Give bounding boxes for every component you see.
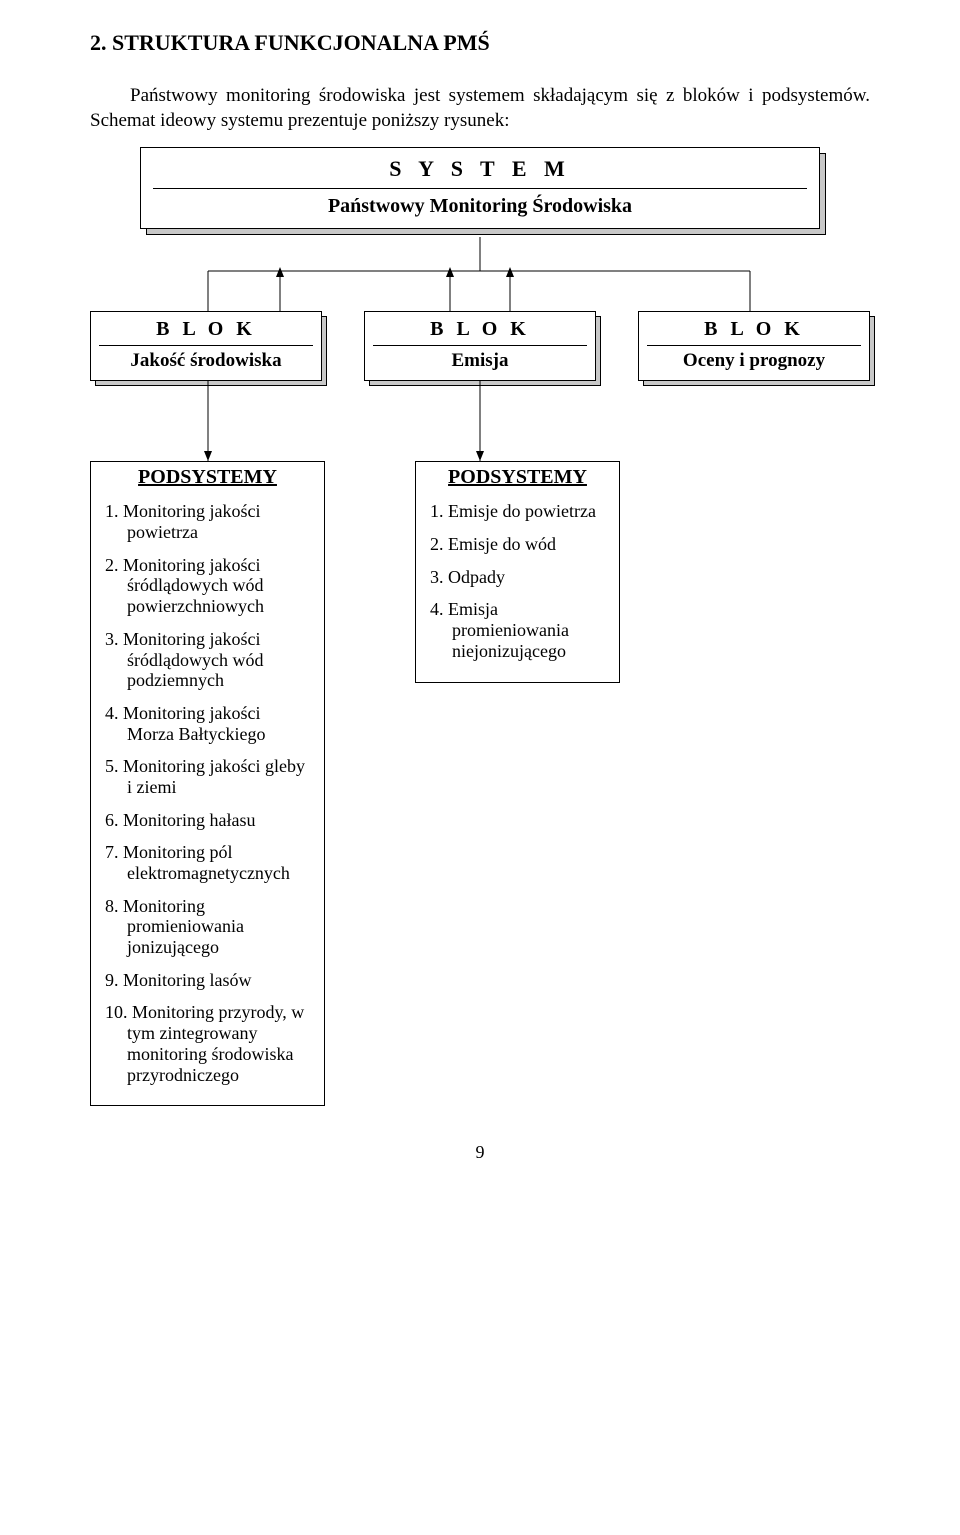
pod-left-title: PODSYSTEMY xyxy=(101,466,314,489)
podsystemy-right: PODSYSTEMY 1. Emisje do powietrza 2. Emi… xyxy=(415,461,620,682)
blok-subtitle: Emisja xyxy=(373,350,587,372)
intro-text: Państwowy monitoring środowiska jest sys… xyxy=(90,84,870,133)
list-item: 1. Monitoring jakości powietrza xyxy=(105,501,310,542)
page-heading: 2. STRUKTURA FUNKCJONALNA PMŚ xyxy=(90,30,870,56)
intro-paragraph: Państwowy monitoring środowiska jest sys… xyxy=(90,84,870,133)
pod-right-title: PODSYSTEMY xyxy=(426,466,609,489)
list-item: 9. Monitoring lasów xyxy=(105,970,310,991)
page-number: 9 xyxy=(90,1142,870,1163)
podsystemy-left: PODSYSTEMY 1. Monitoring jakości powietr… xyxy=(90,461,325,1106)
list-item: 2. Monitoring jakości śródlądowych wód p… xyxy=(105,555,310,617)
podsystemy-row: PODSYSTEMY 1. Monitoring jakości powietr… xyxy=(90,461,870,1106)
list-item: 6. Monitoring hałasu xyxy=(105,810,310,831)
blok-subtitle: Jakość środowiska xyxy=(99,350,313,372)
list-item: 4. Monitoring jakości Morza Bałtyckiego xyxy=(105,703,310,744)
blok-title: B L O K xyxy=(99,318,313,346)
diagram: S Y S T E M Państwowy Monitoring Środowi… xyxy=(90,147,870,1106)
list-item: 3. Odpady xyxy=(430,567,605,588)
system-title: S Y S T E M xyxy=(153,156,807,189)
blok-jakosc: B L O K Jakość środowiska xyxy=(90,311,322,381)
list-item: 7. Monitoring pól elektromagnetycznych xyxy=(105,842,310,883)
list-item: 10. Monitoring przyrody, w tym zintegrow… xyxy=(105,1002,310,1085)
blok-emisja: B L O K Emisja xyxy=(364,311,596,381)
system-subtitle: Państwowy Monitoring Środowiska xyxy=(153,195,807,218)
blok-title: B L O K xyxy=(647,318,861,346)
pod-left-list: 1. Monitoring jakości powietrza 2. Monit… xyxy=(91,501,324,1085)
blok-title: B L O K xyxy=(373,318,587,346)
blok-to-pod-connectors xyxy=(90,381,870,461)
list-item: 2. Emisje do wód xyxy=(430,534,605,555)
list-item: 3. Monitoring jakości śródlądowych wód p… xyxy=(105,629,310,691)
list-item: 8. Monitoring promieniowania jonizująceg… xyxy=(105,896,310,958)
list-item: 5. Monitoring jakości gleby i ziemi xyxy=(105,756,310,797)
blok-oceny: B L O K Oceny i prognozy xyxy=(638,311,870,381)
system-box: S Y S T E M Państwowy Monitoring Środowi… xyxy=(140,147,820,229)
system-to-blok-connectors xyxy=(90,237,870,311)
list-item: 4. Emisja promieniowania niejonizującego xyxy=(430,599,605,661)
list-item: 1. Emisje do powietrza xyxy=(430,501,605,522)
blok-subtitle: Oceny i prognozy xyxy=(647,350,861,372)
pod-right-list: 1. Emisje do powietrza 2. Emisje do wód … xyxy=(416,501,619,661)
system-box-wrap: S Y S T E M Państwowy Monitoring Środowi… xyxy=(140,147,820,229)
blok-row: B L O K Jakość środowiska B L O K Emisja… xyxy=(90,311,870,381)
